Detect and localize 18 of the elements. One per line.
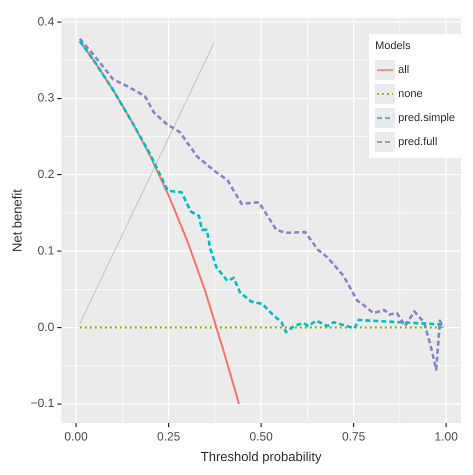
y-tick-label: 0.0 — [38, 320, 55, 334]
legend-title: Models — [375, 40, 412, 52]
x-tick-label: 0.75 — [342, 430, 366, 444]
x-tick-label: 0.00 — [64, 430, 88, 444]
legend-label: all — [398, 64, 410, 76]
y-tick-label: −0.1 — [30, 396, 55, 410]
y-axis-title: Net benefit — [9, 188, 24, 252]
x-tick-label: 0.50 — [249, 430, 274, 444]
y-tick-label: 0.2 — [38, 167, 55, 182]
x-axis-title: Threshold probability — [200, 448, 322, 464]
legend-label: pred.full — [398, 136, 438, 148]
y-tick-label: 0.4 — [38, 14, 55, 28]
x-tick-label: 1.00 — [434, 430, 458, 444]
y-tick-label: 0.1 — [38, 243, 55, 258]
x-tick-label: 0.25 — [156, 430, 181, 444]
y-tick-label: 0.3 — [38, 90, 55, 105]
legend-label: pred.simple — [398, 112, 455, 124]
legend-label: none — [398, 88, 423, 100]
